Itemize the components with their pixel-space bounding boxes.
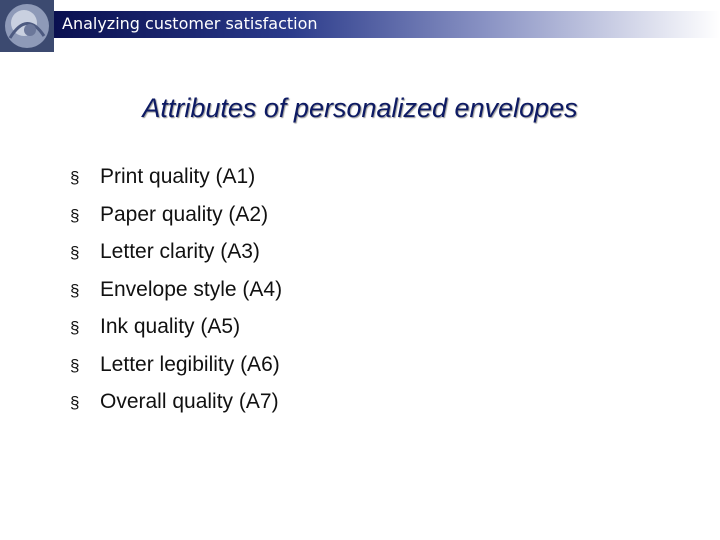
bullet-list: § Print quality (A1) § Paper quality (A2) § L… bbox=[70, 160, 282, 423]
bullet-item: § Letter legibility (A6) bbox=[70, 348, 282, 386]
bullet-text: Print quality (A1) bbox=[100, 165, 256, 188]
header-title: Analyzing customer satisfaction bbox=[62, 14, 318, 33]
bullet-text: Ink quality (A5) bbox=[100, 315, 241, 338]
bullet-text: Envelope style (A4) bbox=[100, 277, 283, 301]
bullet-item: § Print quality (A1) bbox=[70, 160, 282, 198]
slide-title: Attributes of personalized envelopes bbox=[142, 93, 578, 123]
bullet-marker: § bbox=[70, 168, 80, 187]
bullet-item: § Paper quality (A2) bbox=[70, 198, 282, 236]
bullet-marker: § bbox=[70, 318, 80, 337]
bullet-item: § Overall quality (A7) bbox=[70, 385, 282, 423]
bullet-marker: § bbox=[70, 205, 80, 225]
bullet-item: § Envelope style (A4) bbox=[70, 273, 282, 311]
bullet-marker: § bbox=[70, 355, 80, 375]
header-bar bbox=[54, 11, 720, 38]
bullet-item: § Letter clarity (A3) bbox=[70, 235, 282, 273]
bullet-text: Overall quality (A7) bbox=[100, 390, 279, 413]
bullet-text: Paper quality (A2) bbox=[100, 202, 269, 226]
bullet-text: Letter clarity (A3) bbox=[100, 240, 260, 263]
bullet-marker: § bbox=[70, 393, 80, 412]
bullet-text: Letter legibility (A6) bbox=[100, 352, 280, 376]
bullet-marker: § bbox=[70, 243, 80, 262]
bullet-marker: § bbox=[70, 280, 80, 300]
logo bbox=[0, 0, 54, 52]
bullet-item: § Ink quality (A5) bbox=[70, 310, 282, 348]
